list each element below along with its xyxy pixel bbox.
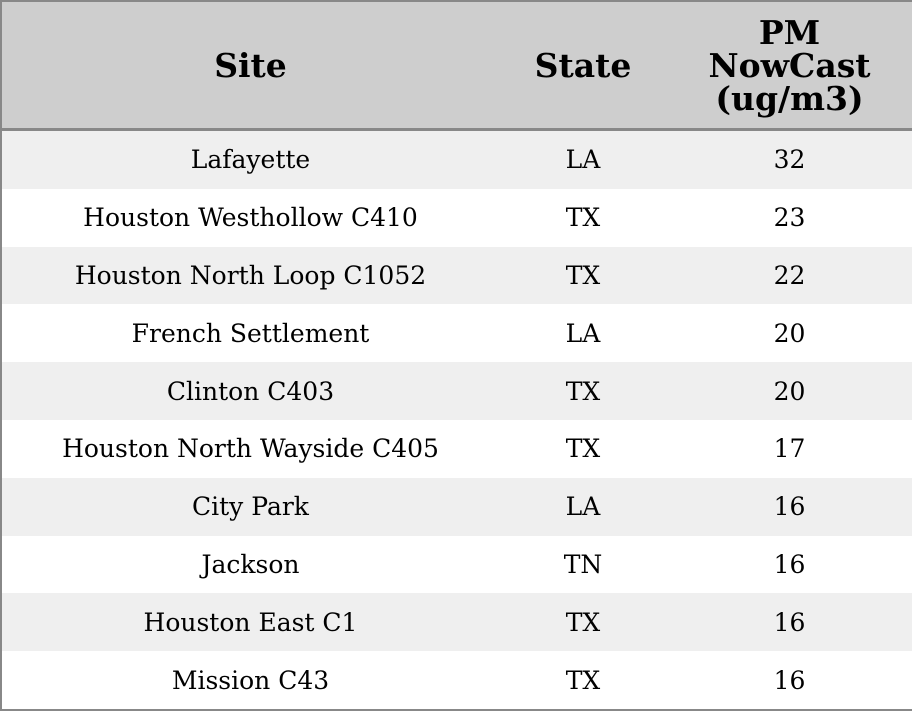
value-cell: 16 — [667, 535, 912, 594]
table-header: Site State PM NowCast (ug/m3) — [1, 1, 912, 131]
table-row: Houston North Wayside C405 TX 17 — [1, 419, 912, 478]
header-text: State — [534, 45, 632, 85]
value-cell: 17 — [667, 419, 912, 478]
site-cell: Clinton C403 — [1, 362, 499, 420]
value-cell: 22 — [667, 246, 912, 305]
site-cell: Houston East C1 — [1, 593, 499, 652]
value-cell: 16 — [667, 651, 912, 710]
value-cell: 32 — [667, 129, 912, 189]
site-cell: French Settlement — [1, 304, 499, 363]
table-row: Jackson TN 16 — [1, 535, 912, 594]
table-row: Clinton C403 TX 20 — [1, 362, 912, 420]
state-cell: TX — [499, 246, 667, 305]
value-cell: 16 — [667, 593, 912, 652]
table-row: City Park LA 16 — [1, 477, 912, 536]
site-cell: City Park — [1, 477, 499, 536]
state-cell: TX — [499, 593, 667, 652]
header-cell: State — [499, 1, 667, 131]
header-text: Site — [214, 45, 287, 85]
value-cell: 20 — [667, 304, 912, 363]
table-row: Lafayette LA 32 — [1, 129, 912, 189]
state-cell: TX — [499, 362, 667, 420]
header-cell: Site — [1, 1, 499, 131]
state-cell: TN — [499, 535, 667, 594]
site-cell: Houston North Loop C1052 — [1, 246, 499, 305]
header-cell: PM NowCast (ug/m3) — [667, 1, 912, 131]
state-cell: LA — [499, 129, 667, 189]
header-row: Site State PM NowCast (ug/m3) — [1, 1, 912, 131]
site-cell: Lafayette — [1, 129, 499, 189]
state-cell: LA — [499, 477, 667, 536]
state-cell: LA — [499, 304, 667, 363]
table-row: French Settlement LA 20 — [1, 304, 912, 363]
state-cell: TX — [499, 419, 667, 478]
table-row: Houston North Loop C1052 TX 22 — [1, 246, 912, 305]
table-row: Mission C43 TX 16 — [1, 651, 912, 710]
value-cell: 16 — [667, 477, 912, 536]
value-cell: 20 — [667, 362, 912, 420]
table-body: Lafayette LA 32 Houston Westhollow C410 TX 23… — [1, 129, 912, 710]
state-cell: TX — [499, 651, 667, 710]
state-cell: TX — [499, 188, 667, 247]
header-text: PM NowCast (ug/m3) — [708, 12, 871, 118]
value-cell: 23 — [667, 188, 912, 247]
site-cell: Jackson — [1, 535, 499, 594]
site-cell: Mission C43 — [1, 651, 499, 710]
table-row: Houston Westhollow C410 TX 23 — [1, 188, 912, 247]
site-cell: Houston Westhollow C410 — [1, 188, 499, 247]
site-cell: Houston North Wayside C405 — [1, 419, 499, 478]
table-row: Houston East C1 TX 16 — [1, 593, 912, 652]
